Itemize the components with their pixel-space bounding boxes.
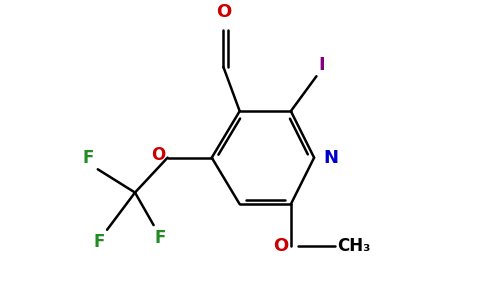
Text: O: O [273,237,288,255]
Text: F: F [83,149,94,167]
Text: F: F [154,229,166,247]
Text: O: O [216,3,231,21]
Text: CH₃: CH₃ [337,237,371,255]
Text: F: F [93,233,105,251]
Text: N: N [323,149,338,167]
Text: O: O [151,146,165,164]
Text: I: I [319,56,325,74]
